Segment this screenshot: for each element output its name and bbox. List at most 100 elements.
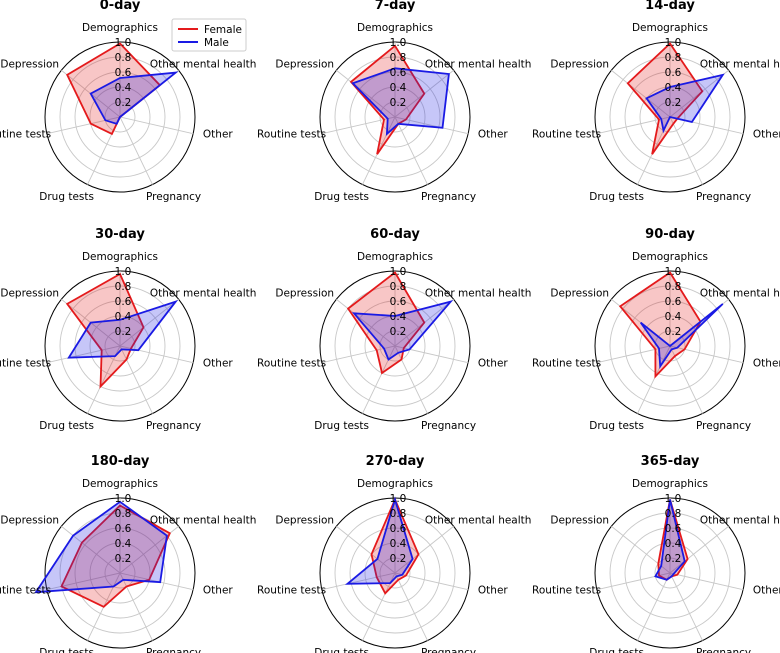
r-tick-label: 1.0	[390, 37, 407, 49]
r-tick-label: 0.2	[665, 97, 682, 109]
grid-spoke	[321, 116, 396, 135]
axis-label: Pregnancy	[146, 420, 201, 432]
grid-spoke	[394, 525, 454, 574]
axis-label: Drug tests	[589, 420, 644, 432]
axis-label: Other	[478, 584, 508, 596]
r-tick-label: 0.2	[390, 326, 407, 338]
axis-label: Pregnancy	[696, 420, 751, 432]
grid-spoke	[637, 572, 671, 641]
axis-label: Other mental health	[150, 58, 257, 70]
grid-spoke	[362, 572, 396, 641]
grid-spoke	[637, 345, 671, 414]
axis-label: Pregnancy	[421, 191, 476, 203]
grid-spoke	[394, 116, 469, 135]
r-tick-label: 1.0	[115, 266, 132, 278]
r-tick-label: 0.4	[115, 311, 132, 323]
axis-label: Drug tests	[589, 647, 644, 653]
axis-label: Demographics	[632, 22, 708, 34]
axis-label: Demographics	[632, 251, 708, 263]
grid-spoke	[119, 345, 194, 364]
axis-label: Other	[478, 357, 508, 369]
grid-spoke	[119, 572, 153, 641]
r-tick-label: 0.4	[390, 311, 407, 323]
axis-label: Other mental health	[425, 287, 532, 299]
grid-spoke	[669, 572, 744, 591]
axis-label: Other	[753, 357, 780, 369]
axis-label: Routine tests	[0, 128, 51, 140]
panel-title: 7-day	[375, 0, 416, 13]
r-tick-label: 0.8	[390, 508, 407, 520]
r-tick-label: 0.8	[390, 52, 407, 64]
grid-spoke	[362, 345, 396, 414]
radar-panel-30-day: 30-day 0.2 0.4 0.6 0.8 1.0 Demographics Other m…	[0, 227, 256, 432]
axis-label: Demographics	[632, 478, 708, 490]
r-tick-label: 0.2	[390, 553, 407, 565]
r-tick-label: 0.8	[115, 52, 132, 64]
grid-spoke	[321, 572, 396, 591]
axis-label: Depression	[550, 287, 609, 299]
axis-label: Other mental health	[425, 58, 532, 70]
radar-panel-14-day: 14-day 0.2 0.4 0.6 0.8 1.0 Demographics Other m…	[532, 0, 780, 203]
r-tick-label: 1.0	[390, 493, 407, 505]
panel-title: 90-day	[645, 227, 695, 242]
axis-label: Drug tests	[314, 647, 369, 653]
axis-label: Depression	[275, 287, 334, 299]
axis-label: Other mental health	[700, 287, 780, 299]
panel-title: 30-day	[95, 227, 145, 242]
grid-spoke	[611, 69, 671, 118]
axis-label: Depression	[0, 58, 59, 70]
r-tick-label: 1.0	[115, 493, 132, 505]
legend-label-male: Male	[204, 37, 229, 49]
axis-label: Depression	[0, 287, 59, 299]
grid-spoke	[596, 572, 671, 591]
radar-panel-0-day: 0-day 0.2 0.4 0.6 0.8 1.0 Demographics Other me…	[0, 0, 256, 203]
series-female-polygon	[65, 272, 145, 389]
r-tick-label: 0.4	[115, 82, 132, 94]
grid-spoke	[596, 116, 671, 135]
grid-spoke	[669, 345, 703, 414]
r-tick-label: 1.0	[665, 37, 682, 49]
grid-spoke	[119, 298, 179, 347]
grid-spoke	[46, 116, 121, 135]
grid-spoke	[394, 572, 428, 641]
axis-label: Pregnancy	[696, 647, 751, 653]
r-tick-label: 0.6	[665, 523, 682, 535]
series-female-polygon	[370, 497, 420, 595]
radar-panel-90-day: 90-day 0.2 0.4 0.6 0.8 1.0 Demographics Other m…	[532, 227, 780, 432]
grid-spoke	[669, 572, 703, 641]
radar-panel-365-day: 365-day 0.2 0.4 0.6 0.8 1.0 Demographics Other …	[532, 454, 780, 653]
radar-panel-270-day: 270-day 0.2 0.4 0.6 0.8 1.0 Demographics Other …	[257, 454, 531, 653]
axis-label: Other	[753, 128, 780, 140]
grid-spoke	[669, 525, 729, 574]
axis-label: Depression	[275, 58, 334, 70]
grid-spoke	[46, 345, 121, 364]
series-male-polygon	[351, 300, 454, 361]
axis-label: Routine tests	[532, 584, 601, 596]
grid-spoke	[336, 69, 396, 118]
grid-spoke	[119, 345, 153, 414]
r-tick-label: 0.6	[390, 67, 407, 79]
axis-label: Routine tests	[257, 584, 326, 596]
series-female-polygon	[346, 271, 426, 375]
grid-spoke	[669, 345, 744, 364]
axis-label: Other mental health	[150, 514, 257, 526]
series-male-polygon	[645, 73, 725, 134]
series-male-polygon	[351, 67, 450, 136]
r-tick-label: 0.6	[115, 296, 132, 308]
axis-label: Routine tests	[532, 357, 601, 369]
r-tick-label: 0.4	[115, 538, 132, 550]
axis-label: Demographics	[357, 478, 433, 490]
r-tick-label: 0.4	[665, 82, 682, 94]
axis-label: Demographics	[82, 251, 158, 263]
radar-panel-180-day: 180-day 0.2 0.4 0.6 0.8 1.0 Demographics Other …	[0, 454, 256, 653]
axis-label: Demographics	[82, 478, 158, 490]
grid-spoke	[321, 345, 396, 364]
r-tick-label: 0.4	[665, 538, 682, 550]
axis-label: Drug tests	[589, 191, 644, 203]
axis-label: Routine tests	[532, 128, 601, 140]
panel-title: 180-day	[91, 454, 150, 469]
r-tick-label: 0.2	[390, 97, 407, 109]
axis-label: Pregnancy	[421, 647, 476, 653]
axis-label: Drug tests	[39, 191, 94, 203]
